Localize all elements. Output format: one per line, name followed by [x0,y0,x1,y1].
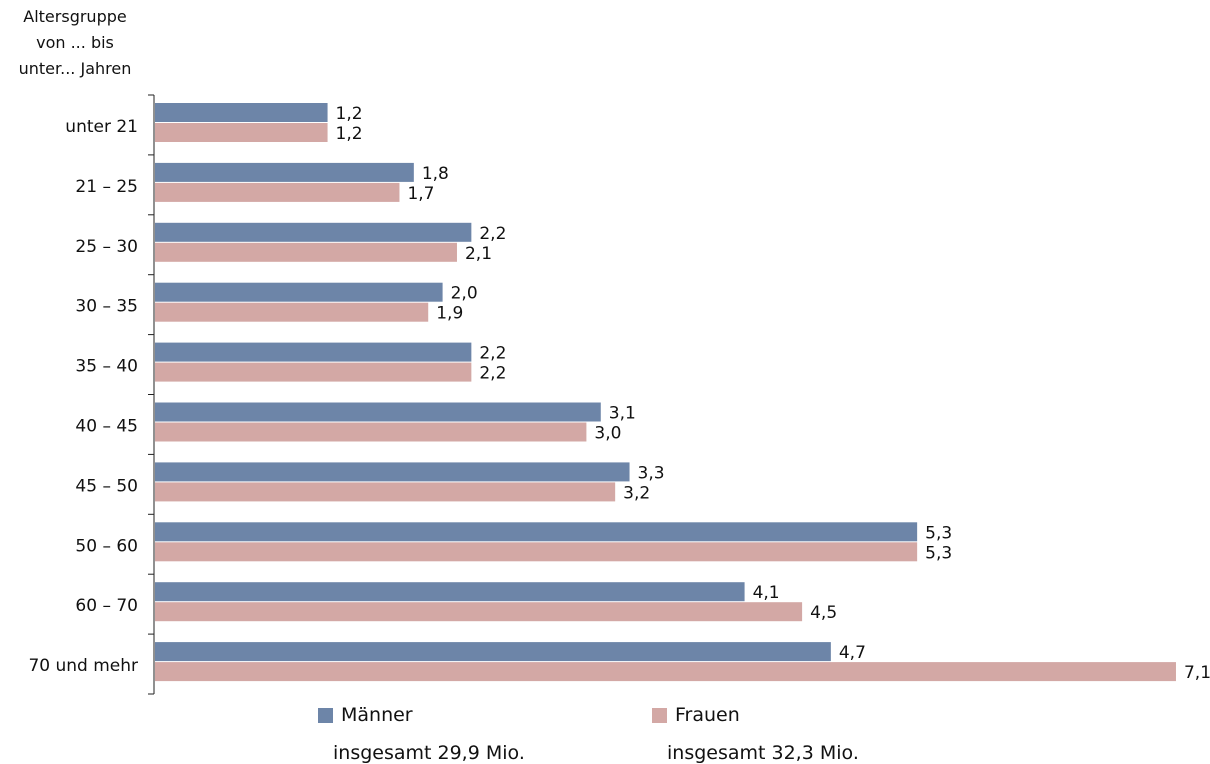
bar-maenner [155,222,472,242]
legend-men-total: insgesamt 29,9 Mio. [333,742,525,764]
bar-frauen [155,542,918,562]
value-label-maenner: 2,2 [479,344,506,364]
value-label-maenner: 3,1 [609,404,636,424]
bar-maenner [155,282,443,302]
value-label-frauen: 5,3 [925,543,952,563]
value-label-maenner: 3,3 [638,463,665,483]
bar-frauen [155,602,803,622]
category-label: 30 – 35 [75,297,138,317]
bar-maenner [155,642,831,662]
value-label-frauen: 4,5 [810,603,837,623]
legend-women-total: insgesamt 32,3 Mio. [667,742,859,764]
value-label-maenner: 5,3 [925,523,952,543]
legend-men-label: Männer [341,704,413,726]
value-label-maenner: 4,1 [753,583,780,603]
value-label-maenner: 1,8 [422,164,449,184]
bar-frauen [155,662,1176,682]
value-label-frauen: 7,1 [1184,663,1210,683]
value-label-frauen: 1,2 [336,124,363,144]
bar-maenner [155,462,630,482]
bar-maenner [155,582,745,602]
bar-frauen [155,362,472,382]
bar-frauen [155,242,457,262]
bar-frauen [155,123,328,142]
bar-maenner [155,402,601,422]
value-label-maenner: 2,0 [451,284,478,304]
value-label-frauen: 1,9 [436,304,463,324]
value-label-maenner: 2,2 [479,224,506,244]
value-label-frauen: 3,2 [623,483,650,503]
category-label: 40 – 45 [75,416,138,436]
bar-maenner [155,342,472,362]
legend-women-swatch [652,707,667,723]
category-label: 21 – 25 [75,177,138,197]
bar-frauen [155,182,400,202]
value-label-frauen: 2,1 [465,244,492,264]
y-axis-title-line-3: unter... Jahren [18,59,132,78]
y-axis-title: Altersgruppe von ... bis unter... Jahren [0,4,150,82]
legend-women: Frauen insgesamt 32,3 Mio. [652,702,859,764]
category-label: unter 21 [65,117,138,137]
category-label: 25 – 30 [75,237,138,257]
value-label-frauen: 3,0 [594,424,621,444]
legend-women-label: Frauen [675,704,740,726]
y-axis-title-line-1: Altersgruppe [23,7,127,26]
value-label-frauen: 1,7 [407,184,434,204]
category-label: 45 – 50 [75,476,138,496]
bar-maenner [155,162,414,182]
value-label-frauen: 2,2 [479,364,506,384]
bar-maenner [155,522,918,542]
value-label-maenner: 1,2 [336,104,363,124]
y-axis-title-line-2: von ... bis [36,33,114,52]
legend-men: Männer insgesamt 29,9 Mio. [318,702,525,764]
bar-maenner [155,103,328,122]
bar-frauen [155,482,616,502]
category-label: 70 und mehr [28,656,138,676]
category-label: 50 – 60 [75,536,138,556]
category-label: 60 – 70 [75,596,138,616]
legend-men-swatch [318,707,333,723]
value-label-maenner: 4,7 [839,643,866,663]
bar-frauen [155,302,429,322]
category-label: 35 – 40 [75,357,138,377]
bar-frauen [155,422,587,442]
